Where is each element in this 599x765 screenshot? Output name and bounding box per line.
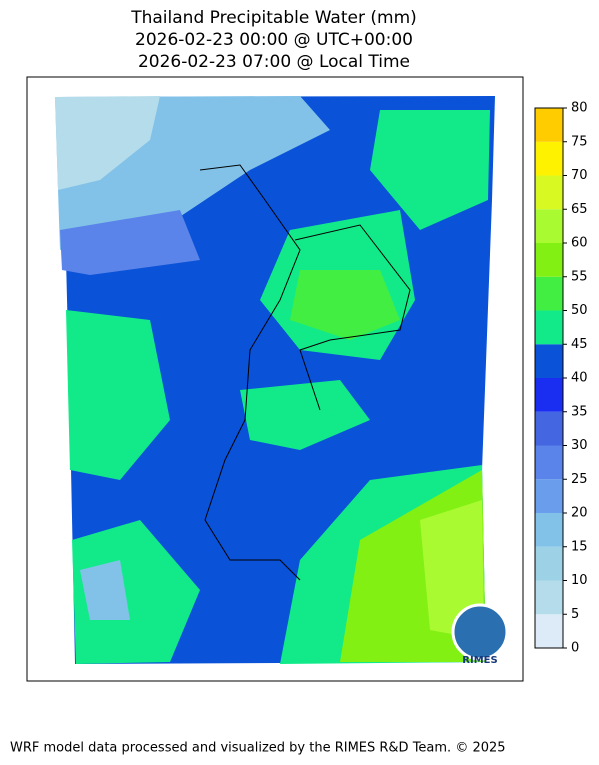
tick-label: 30 bbox=[571, 438, 588, 453]
colorbar-band bbox=[535, 276, 563, 311]
border bbox=[199, 164, 301, 581]
title-line: 2026-02-23 07:00 @ Local Time bbox=[138, 52, 410, 72]
tick-label: 60 bbox=[571, 236, 588, 251]
tick-label: 10 bbox=[571, 573, 588, 588]
colorbar-band bbox=[535, 513, 563, 547]
tick-label: 55 bbox=[571, 269, 588, 284]
tick-label: 35 bbox=[571, 404, 588, 419]
title-line: 2026-02-23 00:00 @ UTC+00:00 bbox=[135, 30, 413, 50]
tick-label: 20 bbox=[571, 506, 588, 521]
title-line: Thailand Precipitable Water (mm) bbox=[130, 8, 417, 28]
colorbar-band bbox=[535, 479, 563, 513]
field-moist bbox=[66, 310, 170, 480]
field-mid bbox=[60, 210, 200, 275]
field-moist bbox=[240, 380, 370, 450]
tick-label: 50 bbox=[571, 303, 588, 318]
colorbar-band bbox=[535, 445, 563, 480]
field-dry bbox=[55, 96, 160, 190]
colorbar-band bbox=[535, 310, 563, 345]
map-field bbox=[55, 96, 495, 664]
tick-label: 75 bbox=[571, 134, 588, 149]
colorbar-band bbox=[535, 209, 563, 243]
field-wet bbox=[290, 270, 400, 340]
tick-label: 65 bbox=[571, 202, 588, 217]
colorbar-band bbox=[535, 243, 563, 277]
tick-label: 40 bbox=[571, 371, 588, 386]
colorbar-band bbox=[535, 175, 563, 210]
colorbar-band bbox=[535, 580, 563, 615]
colorbar-band bbox=[535, 378, 563, 412]
tick-label: 45 bbox=[571, 337, 588, 352]
field-moist bbox=[72, 520, 200, 664]
tick-label: 25 bbox=[571, 472, 588, 487]
colorbar-band bbox=[535, 141, 563, 176]
tick-label: 5 bbox=[571, 607, 579, 622]
colorbar-band bbox=[535, 546, 563, 581]
colorbar: 0 5 10 15 20 25 30 35 40 45 50 55 60 65 70 75 80 bbox=[534, 101, 588, 656]
tick-label: 80 bbox=[571, 101, 588, 116]
border bbox=[294, 224, 411, 411]
map-frame bbox=[26, 76, 524, 682]
logo-badge bbox=[451, 603, 509, 661]
field-wet bbox=[420, 500, 484, 640]
field-dry bbox=[80, 560, 130, 620]
field-moist bbox=[370, 110, 490, 230]
logo-text: RIMES bbox=[462, 655, 497, 666]
colorbar-band bbox=[535, 108, 563, 142]
colorbar-band bbox=[535, 344, 563, 378]
colorbar-band bbox=[535, 411, 563, 446]
footer: WRF model data processed and visualized … bbox=[10, 741, 506, 756]
tick-label: 15 bbox=[571, 539, 588, 554]
colorbar-band bbox=[535, 614, 563, 648]
tick-label: 70 bbox=[571, 168, 588, 183]
tick-label: 0 bbox=[571, 641, 579, 656]
